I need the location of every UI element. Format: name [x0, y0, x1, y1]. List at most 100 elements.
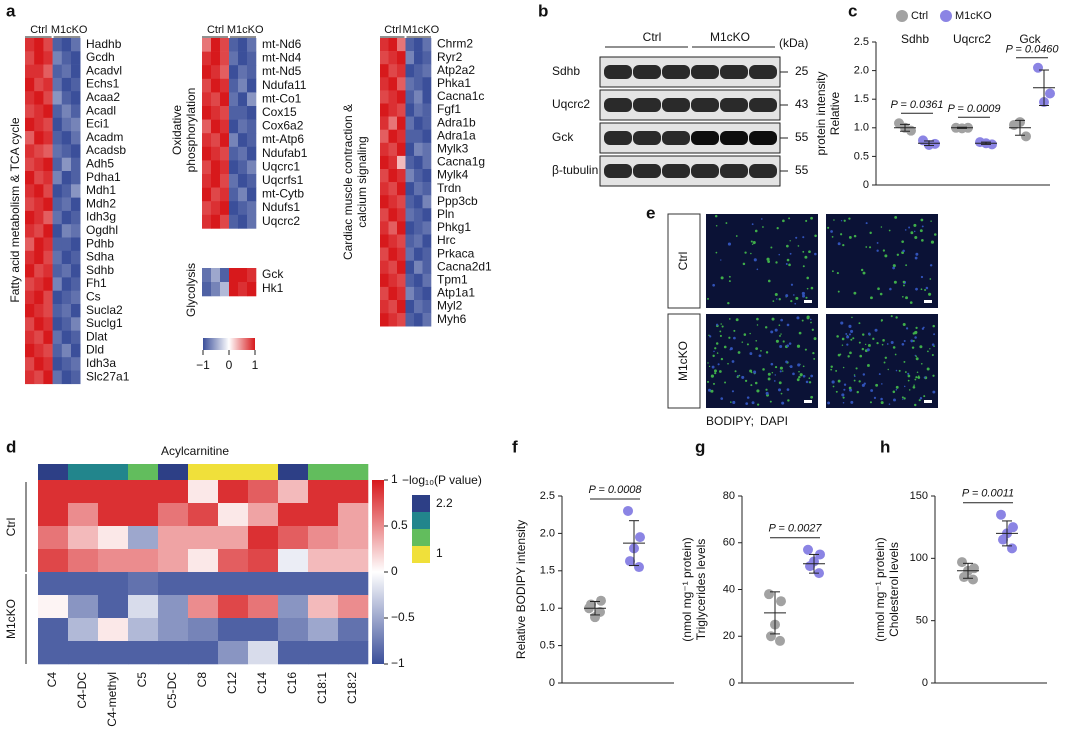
heatmap-cell: [414, 182, 423, 195]
micrograph-signal: [805, 220, 807, 222]
heatmap-cell: [43, 291, 53, 305]
scale-bar: [924, 400, 932, 403]
micrograph-signal: [786, 245, 789, 248]
heatmap-cell: [229, 120, 238, 134]
heatmap-cell: [202, 268, 211, 282]
heatmap-cell: [220, 92, 229, 106]
panel-label: b: [538, 1, 548, 20]
micrograph-signal: [849, 387, 852, 390]
micrograph-signal: [721, 358, 723, 360]
gene-label: Hrc: [437, 233, 456, 247]
heatmap-cell: [278, 572, 308, 595]
micrograph-signal: [743, 263, 746, 266]
heatmap-cell: [338, 503, 368, 526]
heatmap-cell: [158, 549, 188, 572]
micrograph-signal: [926, 287, 929, 290]
micrograph-signal: [841, 220, 842, 221]
heatmap-cell: [38, 618, 68, 641]
heatmap-cell: [397, 235, 406, 248]
heatmap-cell: [158, 572, 188, 595]
micrograph-signal: [792, 373, 795, 376]
heatmap-cell: [247, 120, 256, 134]
heatmap-cell: [423, 208, 432, 221]
heatmap-cell: [406, 313, 415, 326]
heatmap-cell: [43, 91, 53, 105]
heatmap-cell: [406, 64, 415, 77]
heatmap-cell: [71, 91, 81, 105]
heatmap-cell: [389, 300, 398, 313]
micrograph-signal: [930, 220, 932, 222]
heatmap-cell: [423, 287, 432, 300]
heatmap-cell: [34, 331, 44, 345]
heatmap-cell: [220, 268, 229, 282]
micrograph-signal: [806, 277, 809, 280]
heatmap-cell: [53, 105, 63, 119]
heatmap-cell: [25, 65, 35, 79]
heatmap-cell: [68, 480, 98, 503]
gene-label: Eci1: [86, 117, 110, 131]
heatmap-cell: [406, 90, 415, 103]
micrograph-signal: [840, 233, 842, 235]
heatmap-cell: [98, 595, 128, 618]
micrograph-signal: [912, 346, 914, 348]
micrograph-signal: [842, 244, 844, 246]
micrograph-signal: [897, 254, 899, 256]
heatmap-cell: [380, 77, 389, 90]
micrograph-signal: [833, 386, 835, 388]
micrograph-signal: [810, 396, 813, 399]
micrograph-signal: [779, 298, 781, 300]
heatmap-cell: [423, 77, 432, 90]
heatmap-cell: [43, 184, 53, 198]
micrograph-signal: [921, 276, 923, 278]
gene-label: Sucla2: [86, 303, 123, 317]
micrograph-signal: [776, 340, 779, 343]
micrograph-signal: [853, 292, 856, 295]
micrograph-signal: [903, 281, 905, 283]
micrograph-signal: [795, 237, 797, 239]
micrograph-signal: [745, 402, 748, 405]
gene-label: Hk1: [262, 281, 284, 295]
group-title: Cardiac muscle contraction &: [341, 104, 355, 260]
heatmap-cell: [338, 549, 368, 572]
micrograph: [706, 214, 818, 308]
y-tick-label: 2.5: [854, 36, 869, 48]
blot-band: [604, 98, 632, 112]
micrograph-signal: [749, 370, 752, 373]
micrograph-signal: [832, 380, 835, 383]
heatmap-cell: [220, 147, 229, 161]
p-legend-tick: 1: [436, 546, 443, 560]
micrograph-signal: [827, 402, 830, 405]
micrograph-signal: [875, 329, 878, 332]
micrograph-signal: [796, 316, 799, 319]
heatmap-cell: [53, 277, 63, 291]
micrograph-signal: [765, 326, 767, 328]
heatmap-cell: [43, 344, 53, 358]
heatmap-cell: [71, 344, 81, 358]
blot-row-label: Gck: [552, 130, 574, 144]
micrograph-signal: [809, 377, 811, 379]
heatmap-cell: [278, 503, 308, 526]
heatmap-cell: [62, 371, 72, 385]
gene-label: Idh3g: [86, 210, 116, 224]
heatmap-cell: [308, 572, 338, 595]
heatmap-cell: [25, 357, 35, 371]
heatmap-cell: [380, 117, 389, 130]
heatmap-cell: [211, 52, 220, 66]
micrograph-signal: [915, 327, 917, 329]
heatmap-cell: [25, 118, 35, 132]
heatmap-cell: [414, 235, 423, 248]
heatmap-cell: [238, 106, 247, 120]
micrograph-signal: [884, 362, 886, 364]
heatmap-cell: [25, 198, 35, 212]
micrograph-signal: [843, 367, 845, 369]
micrograph-signal: [903, 397, 905, 399]
blot-band: [749, 164, 777, 178]
heatmap-cell: [406, 274, 415, 287]
micrograph-signal: [903, 361, 905, 363]
micrograph-signal: [814, 235, 817, 238]
heatmap-cell: [71, 144, 81, 158]
heatmap-cell: [71, 304, 81, 318]
micrograph-signal: [809, 381, 811, 383]
p-value: P = 0.0361: [890, 99, 943, 111]
y-axis-label: Relative: [828, 92, 842, 136]
